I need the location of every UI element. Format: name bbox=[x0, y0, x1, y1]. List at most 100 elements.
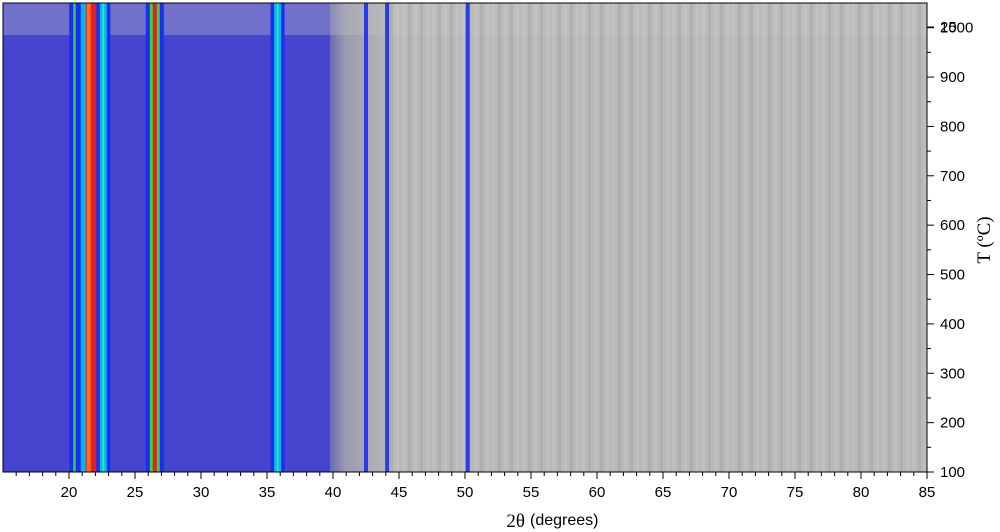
gray-stripe bbox=[552, 3, 555, 472]
peak-band-thin bbox=[465, 3, 470, 472]
y-tick-label: 25 bbox=[940, 19, 957, 36]
y-tick-label: 100 bbox=[940, 464, 965, 481]
gray-stripe bbox=[834, 3, 837, 472]
gray-stripe bbox=[732, 3, 735, 472]
gray-stripe bbox=[654, 3, 657, 472]
y-tick-label: 400 bbox=[940, 316, 965, 333]
gray-stripe bbox=[702, 3, 705, 472]
gray-stripe bbox=[894, 3, 897, 472]
x-tick-label: 40 bbox=[325, 484, 342, 501]
gray-stripe bbox=[438, 3, 441, 472]
gray-stripe bbox=[612, 3, 615, 472]
gray-stripe bbox=[594, 3, 597, 472]
x-tick-label: 70 bbox=[721, 484, 738, 501]
gray-stripe bbox=[714, 3, 717, 472]
peak-band-core bbox=[276, 3, 279, 472]
gray-stripe bbox=[756, 3, 759, 472]
gray-stripe bbox=[912, 3, 915, 472]
y-tick-label: 200 bbox=[940, 415, 965, 432]
x-tick-label: 85 bbox=[919, 484, 936, 501]
gray-stripe bbox=[570, 3, 573, 472]
gray-stripe bbox=[864, 3, 867, 472]
x-tick-label: 80 bbox=[853, 484, 870, 501]
gray-stripe bbox=[828, 3, 831, 472]
gray-stripe bbox=[390, 3, 393, 472]
x-tick-label: 25 bbox=[127, 484, 144, 501]
gray-stripe bbox=[576, 3, 579, 472]
gray-stripe bbox=[798, 3, 801, 472]
gray-stripe bbox=[876, 3, 879, 472]
gray-stripe bbox=[870, 3, 873, 472]
peak-bands-group bbox=[69, 3, 470, 472]
gray-stripe bbox=[792, 3, 795, 472]
x-tick-label: 65 bbox=[655, 484, 672, 501]
x-tick-label: 45 bbox=[391, 484, 408, 501]
gray-stripe bbox=[534, 3, 537, 472]
gray-stripe bbox=[744, 3, 747, 472]
gray-stripe bbox=[822, 3, 825, 472]
x-tick-label: 30 bbox=[193, 484, 210, 501]
x-tick-label: 75 bbox=[787, 484, 804, 501]
gray-stripe bbox=[624, 3, 627, 472]
x-tick-label: 35 bbox=[259, 484, 276, 501]
gray-stripe bbox=[768, 3, 771, 472]
gray-stripe bbox=[432, 3, 435, 472]
gray-stripe bbox=[738, 3, 741, 472]
gray-stripe bbox=[816, 3, 819, 472]
gray-stripe bbox=[630, 3, 633, 472]
gray-stripe bbox=[780, 3, 783, 472]
transition-fade-region bbox=[330, 3, 390, 472]
gray-stripe bbox=[882, 3, 885, 472]
x-axis-title: 2θ bbox=[506, 511, 525, 532]
gray-stripe bbox=[396, 3, 399, 472]
y-tick-label: 500 bbox=[940, 267, 965, 284]
gray-stripe bbox=[660, 3, 663, 472]
gray-stripe bbox=[846, 3, 849, 472]
gray-stripe bbox=[888, 3, 891, 472]
y-tick-label: 800 bbox=[940, 118, 965, 135]
high-angle-gray-region bbox=[385, 3, 927, 472]
gray-stripe bbox=[720, 3, 723, 472]
gray-stripe bbox=[678, 3, 681, 472]
gray-stripe bbox=[906, 3, 909, 472]
y-tick-label: 1000 bbox=[940, 20, 973, 37]
y-tick-label: 700 bbox=[940, 168, 965, 185]
gray-stripe bbox=[558, 3, 561, 472]
peak-band-orange bbox=[86, 3, 91, 472]
gray-stripe bbox=[498, 3, 501, 472]
y-tick-label: 600 bbox=[940, 217, 965, 234]
x-axis-unit: (degrees) bbox=[530, 512, 598, 529]
gray-stripe bbox=[684, 3, 687, 472]
gray-stripe bbox=[642, 3, 645, 472]
peak-band-thin bbox=[364, 3, 368, 472]
gray-stripe bbox=[804, 3, 807, 472]
gray-stripe bbox=[858, 3, 861, 472]
gray-stripe bbox=[840, 3, 843, 472]
gray-stripe bbox=[426, 3, 429, 472]
gray-stripe bbox=[528, 3, 531, 472]
gray-stripe bbox=[588, 3, 591, 472]
gray-stripe bbox=[852, 3, 855, 472]
gray-stripe bbox=[618, 3, 621, 472]
gray-stripe bbox=[444, 3, 447, 472]
gray-stripe bbox=[774, 3, 777, 472]
gray-stripe bbox=[420, 3, 423, 472]
y-axis-title: T (ºC) bbox=[974, 216, 995, 263]
x-axis: 20 25 30 35 40 45 50 55 60 65 70 75 80 85 bbox=[3, 471, 936, 501]
gray-stripe bbox=[900, 3, 903, 472]
x-tick-label: 50 bbox=[457, 484, 474, 501]
gray-stripe bbox=[708, 3, 711, 472]
gray-stripe bbox=[606, 3, 609, 472]
gray-stripe bbox=[750, 3, 753, 472]
gray-stripe bbox=[408, 3, 411, 472]
gray-stripe bbox=[636, 3, 639, 472]
gray-stripe bbox=[666, 3, 669, 472]
gray-stripe bbox=[504, 3, 507, 472]
gray-stripe bbox=[918, 3, 921, 472]
gray-stripe bbox=[450, 3, 453, 472]
gray-stripe bbox=[564, 3, 567, 472]
gray-stripe bbox=[414, 3, 417, 472]
gray-stripe bbox=[924, 3, 927, 472]
